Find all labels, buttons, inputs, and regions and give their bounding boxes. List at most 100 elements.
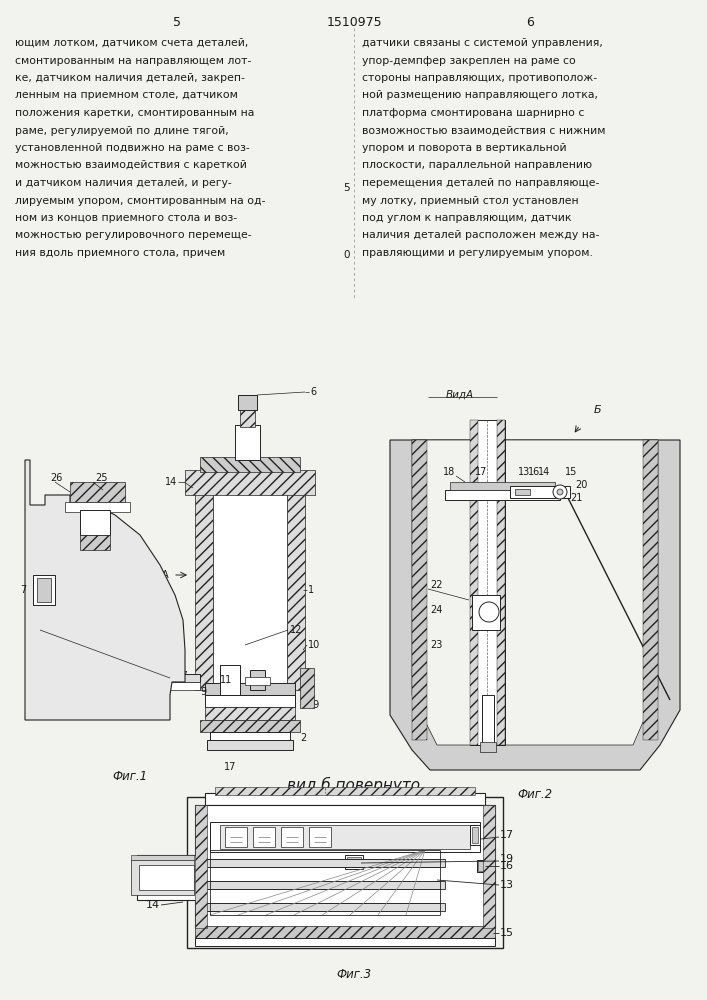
Bar [210, 732, 290, 742]
Text: 24: 24 [430, 605, 443, 615]
Bar [195, 805, 207, 928]
Bar [200, 720, 300, 732]
Bar [65, 502, 130, 512]
Text: 7: 7 [181, 670, 187, 680]
Text: раме, регулируемой по длине тягой,: раме, регулируемой по длине тягой, [15, 125, 229, 135]
Text: 9: 9 [200, 687, 206, 697]
Text: 5: 5 [173, 15, 181, 28]
Bar [300, 668, 314, 708]
Bar [477, 860, 485, 872]
Text: Фиг.1: Фиг.1 [112, 770, 148, 783]
Bar [220, 825, 470, 849]
Bar [235, 425, 260, 460]
Text: 0: 0 [344, 250, 350, 260]
Text: ном из концов приемного стола и воз-: ном из концов приемного стола и воз- [15, 213, 237, 223]
Text: смонтированным на направляющем лот-: смонтированным на направляющем лот- [15, 55, 252, 66]
Circle shape [479, 602, 499, 622]
Circle shape [557, 489, 563, 495]
Text: 14: 14 [538, 467, 550, 477]
Bar [195, 926, 495, 940]
Text: 26: 26 [50, 473, 62, 483]
Text: перемещения деталей по направляюще-: перемещения деталей по направляюще- [362, 178, 600, 188]
Text: A: A [162, 570, 168, 580]
Text: ющим лотком, датчиком счета деталей,: ющим лотком, датчиком счета деталей, [15, 38, 248, 48]
Text: 15: 15 [500, 928, 514, 938]
Bar [472, 827, 478, 843]
Text: можностью взаимодействия с кареткой: можностью взаимодействия с кареткой [15, 160, 247, 170]
Bar [225, 827, 247, 847]
Bar [195, 805, 495, 928]
Bar [220, 665, 240, 695]
Bar [470, 420, 505, 745]
Text: 21: 21 [570, 493, 583, 503]
Bar [200, 457, 300, 472]
Text: 5: 5 [308, 670, 314, 680]
Bar [80, 535, 110, 550]
Text: 2: 2 [300, 733, 306, 743]
Bar [205, 881, 445, 889]
Text: 15: 15 [565, 467, 578, 477]
Bar [210, 822, 480, 852]
Text: 3: 3 [308, 690, 314, 700]
Bar [510, 486, 570, 498]
Text: 13: 13 [500, 880, 514, 890]
Bar [205, 695, 295, 707]
Bar [205, 683, 295, 695]
Bar [470, 825, 480, 845]
Text: ния вдоль приемного стола, причем: ния вдоль приемного стола, причем [15, 248, 226, 258]
Bar [213, 490, 287, 690]
Bar [253, 827, 275, 847]
Bar [309, 827, 331, 847]
Bar [95, 674, 200, 682]
Bar [483, 805, 495, 928]
Bar [287, 490, 305, 690]
Text: 20: 20 [575, 480, 588, 490]
Text: упором и поворота в вертикальной: упором и поворота в вертикальной [362, 143, 566, 153]
Bar [131, 860, 194, 895]
Text: 25: 25 [95, 473, 107, 483]
Bar [245, 677, 270, 685]
Text: 18: 18 [443, 467, 455, 477]
Bar [187, 797, 503, 948]
Text: платформа смонтирована шарнирно с: платформа смонтирована шарнирно с [362, 108, 585, 118]
Bar [450, 482, 555, 490]
Bar [472, 595, 500, 630]
Bar [95, 682, 200, 690]
Bar [70, 482, 125, 502]
Bar [643, 440, 658, 740]
Text: 1510975: 1510975 [326, 15, 382, 28]
Bar [131, 855, 194, 860]
Text: стороны направляющих, противополож-: стороны направляющих, противополож- [362, 73, 597, 83]
Bar [205, 793, 485, 805]
Text: 16: 16 [500, 861, 514, 871]
Text: 5: 5 [344, 183, 350, 193]
Text: 1: 1 [308, 585, 314, 595]
Text: 19: 19 [308, 700, 320, 710]
Text: ВидА: ВидА [446, 390, 474, 400]
Bar [250, 670, 265, 690]
Bar [205, 859, 445, 867]
Text: 23: 23 [430, 640, 443, 650]
Polygon shape [412, 440, 658, 745]
Bar [205, 707, 295, 720]
Text: 12: 12 [290, 625, 303, 635]
Polygon shape [390, 440, 680, 770]
Text: вид б повернуто: вид б повернуто [288, 777, 421, 793]
Bar [412, 440, 427, 740]
Text: установленной подвижно на раме с воз-: установленной подвижно на раме с воз- [15, 143, 250, 153]
Text: 17: 17 [224, 762, 236, 772]
Polygon shape [25, 460, 185, 720]
Text: 10: 10 [308, 640, 320, 650]
Text: 11: 11 [220, 675, 233, 685]
Text: 22: 22 [430, 580, 443, 590]
Text: лируемым упором, смонтированным на од-: лируемым упором, смонтированным на од- [15, 196, 266, 206]
Bar [240, 407, 255, 427]
Bar [480, 742, 496, 752]
Text: 7: 7 [20, 585, 26, 595]
Bar [497, 420, 505, 745]
Text: плоскости, параллельной направлению: плоскости, параллельной направлению [362, 160, 592, 170]
Bar [515, 489, 530, 495]
Text: датчики связаны с системой управления,: датчики связаны с системой управления, [362, 38, 603, 48]
Bar [238, 395, 257, 410]
Text: Фиг.3: Фиг.3 [337, 968, 372, 981]
